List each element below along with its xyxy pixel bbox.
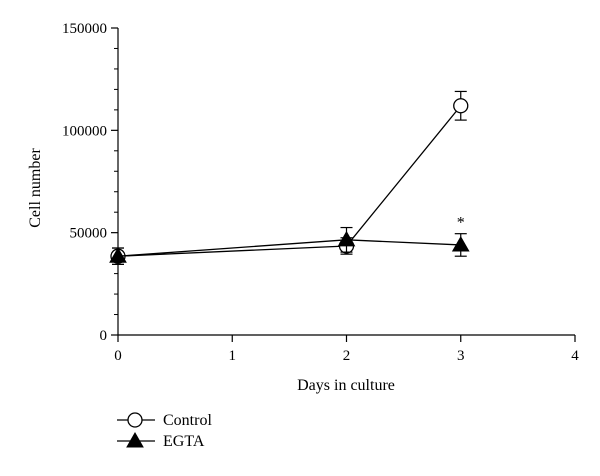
x-tick-label: 4 — [571, 348, 579, 364]
annotation-layer: * — [457, 215, 465, 232]
significance-marker: * — [457, 215, 465, 232]
axes — [117, 28, 575, 336]
legend-label: Control — [163, 412, 212, 429]
x-tick-label: 1 — [229, 348, 237, 364]
x-tick-label: 2 — [343, 348, 351, 364]
legend-item-control: Control — [117, 412, 212, 429]
data-point — [109, 247, 127, 263]
data-point — [337, 230, 356, 247]
y-tick-label: 150000 — [62, 21, 107, 37]
series-layer — [109, 90, 470, 265]
x-tick-label: 3 — [457, 348, 465, 364]
data-point — [453, 98, 469, 114]
legend: Control EGTA — [117, 412, 212, 450]
legend-label: EGTA — [163, 433, 205, 450]
series-egta — [109, 226, 470, 265]
y-axis-title: Cell number — [27, 148, 44, 228]
y-tick-label: 50000 — [70, 226, 108, 242]
series-control — [110, 90, 469, 265]
y-tick-label: 100000 — [62, 123, 107, 139]
legend-item-egta: EGTA — [117, 431, 205, 450]
legend-marker — [127, 412, 143, 428]
x-axis-title: Days in culture — [297, 377, 395, 394]
series-line — [117, 105, 462, 257]
x-tick-label: 0 — [114, 348, 122, 364]
y-ticks: 0 50000 100000 150000 — [62, 21, 118, 344]
y-tick-label: 0 — [100, 328, 108, 344]
data-point — [451, 235, 470, 252]
x-ticks: 0 1 2 3 4 — [114, 335, 579, 364]
legend-marker — [126, 431, 144, 448]
